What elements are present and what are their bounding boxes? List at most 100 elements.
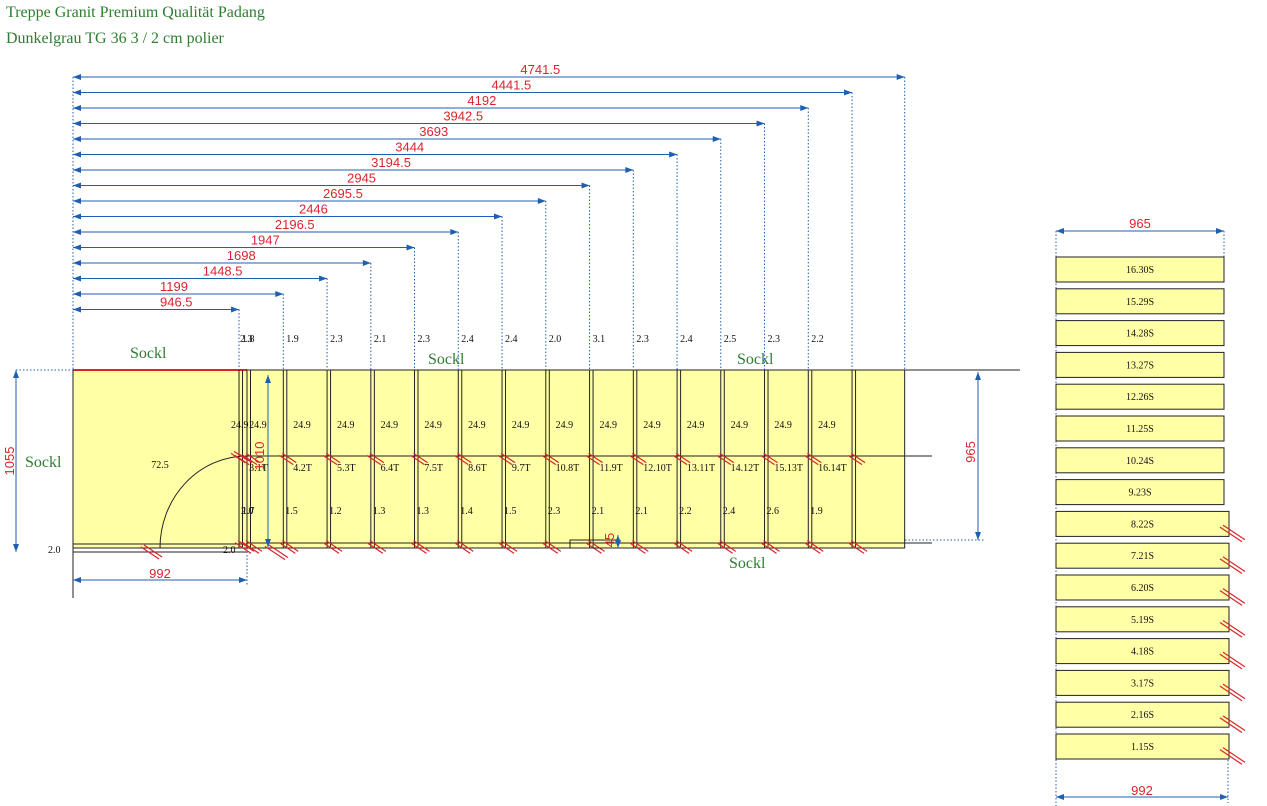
riser-cut-mark-a	[1219, 558, 1243, 575]
cumulative-dimension-arrow-arrowhead	[406, 244, 415, 251]
cumulative-dimension-arrow-arrowhead	[73, 275, 81, 282]
cut-mark-landing-bottom-a	[140, 546, 160, 560]
cumulative-dimension-arrow	[73, 74, 905, 80]
riser-cut-mark	[1219, 715, 1246, 734]
cumulative-dimension-arrow	[73, 136, 721, 142]
tread-depth-label: 24.9	[687, 420, 705, 431]
riser-piece	[1055, 701, 1230, 728]
gap-label: 2.3	[240, 334, 253, 345]
cumulative-dimension-arrow-arrowhead	[73, 306, 81, 313]
riser-piece-label: 12.26S	[1126, 392, 1154, 403]
cumulative-dimension-arrow-arrowhead	[450, 229, 459, 235]
cut-mark-mid-b	[413, 452, 428, 464]
cumulative-dimension-value: 1947	[251, 233, 280, 248]
panel-top-width-arrow-arrowhead	[1216, 228, 1224, 234]
tread-depth-label: 24.9	[599, 420, 617, 431]
landing-bottom-right-label: 2.0	[223, 545, 236, 556]
tread-number-label: 10.8T	[556, 463, 580, 474]
right-height-arrow	[975, 372, 981, 540]
cut-mark-landing-corner-b	[267, 543, 289, 559]
cut-mark-mid-a	[453, 454, 469, 466]
cut-mark-bottom-b	[369, 540, 387, 552]
riser-piece-label: 3.17S	[1131, 678, 1154, 689]
gap-label: 2.5	[724, 334, 737, 345]
cut-mark-bottom-b	[588, 540, 605, 552]
cumulative-dimension-arrow-arrowhead	[73, 74, 81, 80]
landing-height-arrow-arrowhead	[13, 544, 19, 552]
lower-gap-label: 1.4	[460, 506, 473, 517]
panel-bottom-width-value: 992	[1131, 783, 1153, 798]
cut-mark-mid	[585, 452, 603, 466]
cut-mark-bottom-b	[806, 540, 824, 552]
lower-gap-label: 1.7	[242, 506, 255, 517]
right-height-arrow-arrowhead	[975, 372, 981, 380]
riser-cut-mark-b	[1222, 683, 1246, 700]
cumulative-dimension-arrow-arrowhead	[73, 260, 81, 266]
landing-width-arrow	[73, 577, 247, 583]
tread-depth-label: 24.9	[818, 420, 836, 431]
cut-mark-bottom	[242, 540, 263, 554]
cut-mark-mid	[628, 452, 647, 466]
cumulative-dimension-value: 1199	[160, 279, 188, 294]
tread-depth-label: 24.9	[337, 420, 355, 431]
riser-piece	[1055, 733, 1230, 760]
cut-mark-mid-a	[847, 454, 863, 466]
cut-mark-mid	[672, 452, 691, 466]
cut-mark-bottom	[234, 540, 255, 554]
cut-mark-bottom-b	[325, 540, 343, 552]
tread-depth-label: 24.9	[556, 420, 574, 431]
riser-piece	[1055, 415, 1225, 442]
landing-radius-label: 72.5	[151, 460, 169, 471]
inner-height-arrow-arrowhead	[265, 375, 271, 383]
cut-mark-mid-b	[806, 452, 822, 464]
landing-width-arrow-arrowhead	[73, 577, 81, 583]
riser-cut-mark	[1219, 651, 1246, 670]
tread-depth-label: 24.9	[293, 420, 311, 431]
cumulative-dimension-arrow-arrowhead	[275, 291, 284, 297]
riser-piece	[1055, 638, 1230, 665]
cut-mark-bottom-a	[366, 542, 384, 554]
cut-mark-landing-corner	[264, 543, 289, 561]
sockl-label: Sockl	[25, 454, 62, 471]
cut-mark-mid	[366, 452, 385, 466]
cut-mark-bottom	[803, 540, 824, 554]
cut-mark-bottom-a	[278, 542, 296, 554]
landing-slab	[72, 369, 248, 549]
sockl-label: Sockl	[737, 351, 774, 368]
lower-gap-label: 1.5	[285, 506, 298, 517]
riser-cut-mark-b	[1222, 619, 1246, 636]
tread-number-label: 14.12T	[731, 463, 760, 474]
cut-mark-mid-a	[628, 454, 644, 466]
gap-label: 2.4	[505, 334, 517, 345]
riser-piece	[1055, 383, 1225, 410]
cut-mark-mid	[716, 452, 735, 466]
cut-mark-bottom-b	[763, 540, 780, 552]
cumulative-dimension-value: 4192	[467, 93, 496, 108]
cut-mark-bottom-b	[245, 540, 263, 552]
cut-mark-bottom-b	[281, 540, 299, 552]
riser-cut-mark	[1219, 524, 1246, 543]
tread-number-label: 16.14T	[818, 463, 847, 474]
right-height-arrow-arrowhead	[975, 532, 981, 540]
landing-width-arrow-arrowhead	[239, 577, 247, 583]
cut-mark-bottom-b	[544, 540, 562, 552]
riser-cut-mark-a	[1219, 653, 1243, 670]
cumulative-dimension-value: 946.5	[160, 295, 193, 310]
cut-mark-bottom-b	[850, 540, 868, 552]
drawing-title-line-1: Treppe Granit Premium Qualität Padang	[6, 4, 265, 21]
cut-mark-mid-b	[544, 452, 560, 464]
riser-cut-mark-b	[1222, 556, 1246, 573]
cut-mark-bottom	[541, 540, 562, 554]
tread-number-label: 4.2T	[293, 463, 312, 474]
cut-mark-bottom-a	[760, 542, 777, 554]
cut-mark-bottom-b	[456, 540, 474, 552]
gap-label: 2.4	[461, 334, 474, 345]
riser-piece-label: 8.22S	[1131, 519, 1154, 530]
cut-mark-mid	[322, 452, 341, 466]
riser-piece-label: 4.18S	[1131, 647, 1154, 658]
cut-mark-bottom-a	[847, 542, 865, 554]
cut-mark-mid-a	[585, 454, 600, 466]
riser-piece-label: 9.23S	[1128, 488, 1151, 499]
cumulative-dimension-arrow	[73, 229, 459, 235]
lower-gap-label: 2.4	[723, 506, 736, 517]
